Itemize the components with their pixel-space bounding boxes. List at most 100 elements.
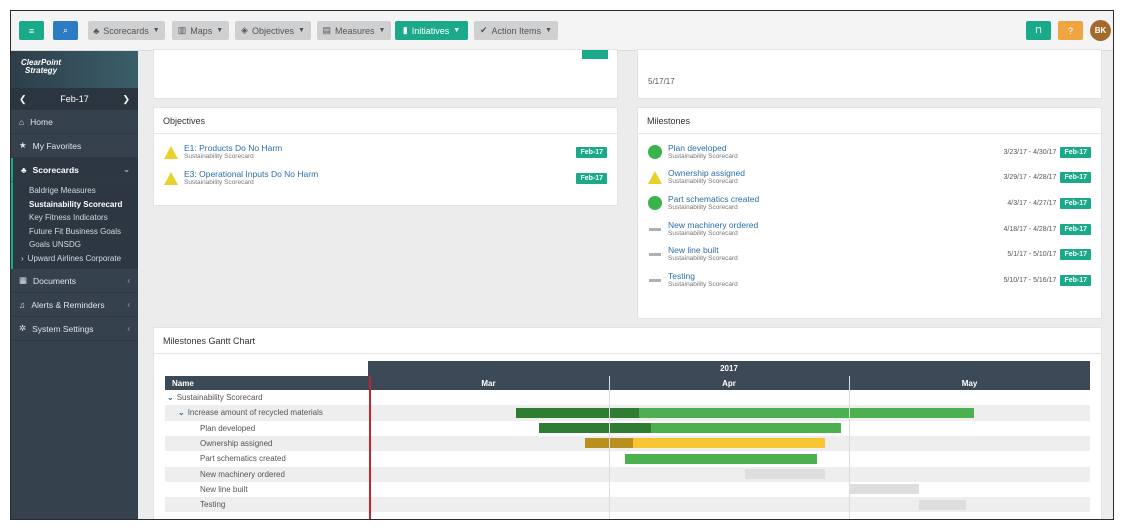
milestone-row[interactable]: Testing Sustainability Scorecard <box>648 269 738 293</box>
scorecard-item-baldrige[interactable]: Baldrige Measures <box>29 186 96 196</box>
user-avatar[interactable]: BK <box>1090 20 1111 41</box>
sidebar-item-favorites[interactable]: ★ My Favorites <box>11 134 138 158</box>
gantt-row[interactable]: New line built <box>165 482 1090 497</box>
scorecard-item-future-fit[interactable]: Future Fit Business Goals <box>29 226 122 236</box>
green-circle-icon <box>648 196 662 211</box>
milestone-name[interactable]: Part schematics created <box>668 193 760 204</box>
gantt-row[interactable]: Part schematics created <box>165 451 1090 466</box>
objective-row[interactable]: E3: Operational Inputs Do No Harm Sustai… <box>164 166 318 190</box>
period-badge: Feb-17 <box>576 172 607 184</box>
objective-name[interactable]: E3: Operational Inputs Do No Harm <box>184 168 319 179</box>
nav-maps-label: Maps <box>190 25 213 36</box>
gantt-row-text: Plan developed <box>200 423 256 433</box>
scorecard-item-upward-airlines[interactable]: › Upward Airlines Corporate <box>21 252 138 266</box>
milestones-title: Milestones <box>638 108 1101 134</box>
gear-icon: ✲ <box>19 323 27 333</box>
milestone-row[interactable]: Part schematics created Sustainability Sc… <box>648 191 759 215</box>
milestone-meta: 3/23/17 - 4/30/17 Feb-17 <box>1004 140 1091 164</box>
nav-maps-button[interactable]: ▥ Maps ▼ <box>172 21 229 40</box>
chart-icon: ▤ <box>322 25 332 35</box>
milestone-name[interactable]: Plan developed <box>668 142 727 153</box>
gantt-month-mar: Mar <box>481 378 496 388</box>
objective-row[interactable]: E1: Products Do No Harm Sustainability S… <box>164 140 282 164</box>
milestone-name[interactable]: New machinery ordered <box>668 219 759 230</box>
period-badge: Feb-17 <box>576 146 607 158</box>
period-badge: Feb-17 <box>1060 223 1091 235</box>
sidebar-item-alerts[interactable]: ♫ Alerts & Reminders ‹ <box>11 293 138 317</box>
logo-line-2: Strategy <box>25 66 58 75</box>
caret-down-icon: ▼ <box>378 27 386 34</box>
gantt-bar[interactable] <box>538 423 842 434</box>
nav-measures-button[interactable]: ▤ Measures ▼ <box>317 21 391 40</box>
gantt-row[interactable]: Testing <box>165 497 1090 513</box>
sidebar-item-documents[interactable]: ▦ Documents ‹ <box>11 269 138 293</box>
milestone-row[interactable]: Ownership assigned Sustainability Scoreca… <box>648 166 745 190</box>
main-content: 5/17/17 Objectives E1: Products Do No Ha… <box>138 49 1113 519</box>
gantt-row-text: Increase amount of recycled materials <box>187 408 323 418</box>
chevron-right-icon[interactable]: ❯ <box>122 93 130 104</box>
period-badge: Feb-17 <box>1060 172 1091 184</box>
gantt-bar[interactable] <box>515 407 974 418</box>
gantt-row[interactable]: New machinery ordered <box>165 466 1090 482</box>
objective-scorecard: Sustainability Scorecard <box>184 178 254 186</box>
search-button[interactable]: ⌕ <box>53 21 78 40</box>
sidebar-item-scorecards[interactable]: ♣ Scorecards ⌄ <box>11 158 138 182</box>
gantt-bar[interactable] <box>745 469 826 480</box>
gantt-bar[interactable] <box>585 438 826 449</box>
chevron-left-icon[interactable]: ❮ <box>19 93 27 104</box>
nav-scorecards-button[interactable]: ♣ Scorecards ▼ <box>88 21 165 40</box>
help-label: ? <box>1067 25 1073 36</box>
scorecard-item-key-fitness[interactable]: Key Fitness Indicators <box>29 213 108 223</box>
menu-button[interactable]: ≡ <box>19 21 44 40</box>
warning-triangle-icon <box>648 171 662 185</box>
milestone-meta: 4/3/17 - 4/27/17 Feb-17 <box>1007 191 1091 215</box>
nav-objectives-button[interactable]: ◈ Objectives ▼ <box>235 21 311 40</box>
help-button[interactable]: ? <box>1058 21 1083 40</box>
gantt-bar[interactable] <box>624 453 818 464</box>
milestone-row[interactable]: Plan developed Sustainability Scorecard <box>648 140 738 164</box>
gantt-row[interactable]: ⌄ Sustainability Scorecard <box>165 390 1090 405</box>
sidebar-item-settings[interactable]: ✲ System Settings ‹ <box>11 317 138 341</box>
gantt-year-label: 2017 <box>720 364 738 373</box>
clearpoint-logo[interactable]: ClearPoint Strategy <box>11 51 138 88</box>
document-icon: ▦ <box>19 275 28 285</box>
period-badge: Feb-17 <box>1060 146 1091 158</box>
nav-action-items-label: Action Items <box>491 25 542 36</box>
milestone-row[interactable]: New machinery ordered Sustainability Scor… <box>648 217 758 241</box>
milestone-row[interactable]: New line built Sustainability Scorecard <box>648 243 738 267</box>
gantt-bar-progress <box>515 407 640 418</box>
period-label[interactable]: Feb-17 <box>60 94 89 104</box>
milestone-scorecard: Sustainability Scorecard <box>668 203 738 211</box>
sidebar-item-home[interactable]: ⌂ Home <box>11 110 138 134</box>
nav-initiatives-label: Initiatives <box>411 25 450 36</box>
objectives-title: Objectives <box>154 108 617 134</box>
milestone-name[interactable]: New line built <box>668 245 719 256</box>
menu-icon: ≡ <box>28 25 35 36</box>
scorecard-item-goals-unsdg[interactable]: Goals UNSDG <box>29 240 82 250</box>
avatar-initials: BK <box>1094 26 1107 35</box>
gantt-row-label: Ownership assigned <box>200 436 272 451</box>
gantt-row[interactable]: Plan developed <box>165 421 1090 436</box>
milestone-dates: 3/29/17 - 4/28/17 <box>1003 174 1057 182</box>
nav-action-items-button[interactable]: ✔ Action Items ▼ <box>474 21 558 40</box>
sidebar-home-label: Home <box>30 116 53 127</box>
milestone-dates: 5/1/17 - 5/10/17 <box>1007 251 1057 259</box>
gantt-row-label: New machinery ordered <box>200 467 285 482</box>
gantt-chart: 2017 Name Mar Apr May ⌄ Sustainability Sc… <box>165 352 1090 519</box>
lock-button[interactable]: ⊓ <box>1026 21 1051 40</box>
gantt-row[interactable]: Ownership assigned <box>165 435 1090 452</box>
gantt-bar[interactable] <box>919 499 966 510</box>
gantt-bar[interactable] <box>849 484 920 495</box>
chevron-down-icon[interactable]: ⌄ <box>178 408 185 418</box>
milestone-name[interactable]: Testing <box>668 271 695 281</box>
gantt-row-text: Sustainability Scorecard <box>176 393 263 403</box>
status-badge <box>582 50 608 59</box>
chevron-down-icon[interactable]: ⌄ <box>167 393 174 403</box>
milestone-name[interactable]: Ownership assigned <box>668 168 746 179</box>
scorecard-item-sustainability[interactable]: Sustainability Scorecard <box>29 199 123 209</box>
gantt-row[interactable]: ⌄ Increase amount of recycled materials <box>165 405 1090 421</box>
objective-name[interactable]: E1: Products Do No Harm <box>184 142 283 153</box>
period-badge: Feb-17 <box>1060 249 1091 261</box>
gantt-row-label: Plan developed <box>200 421 255 436</box>
nav-initiatives-button[interactable]: ▮ Initiatives ▼ <box>395 21 468 40</box>
